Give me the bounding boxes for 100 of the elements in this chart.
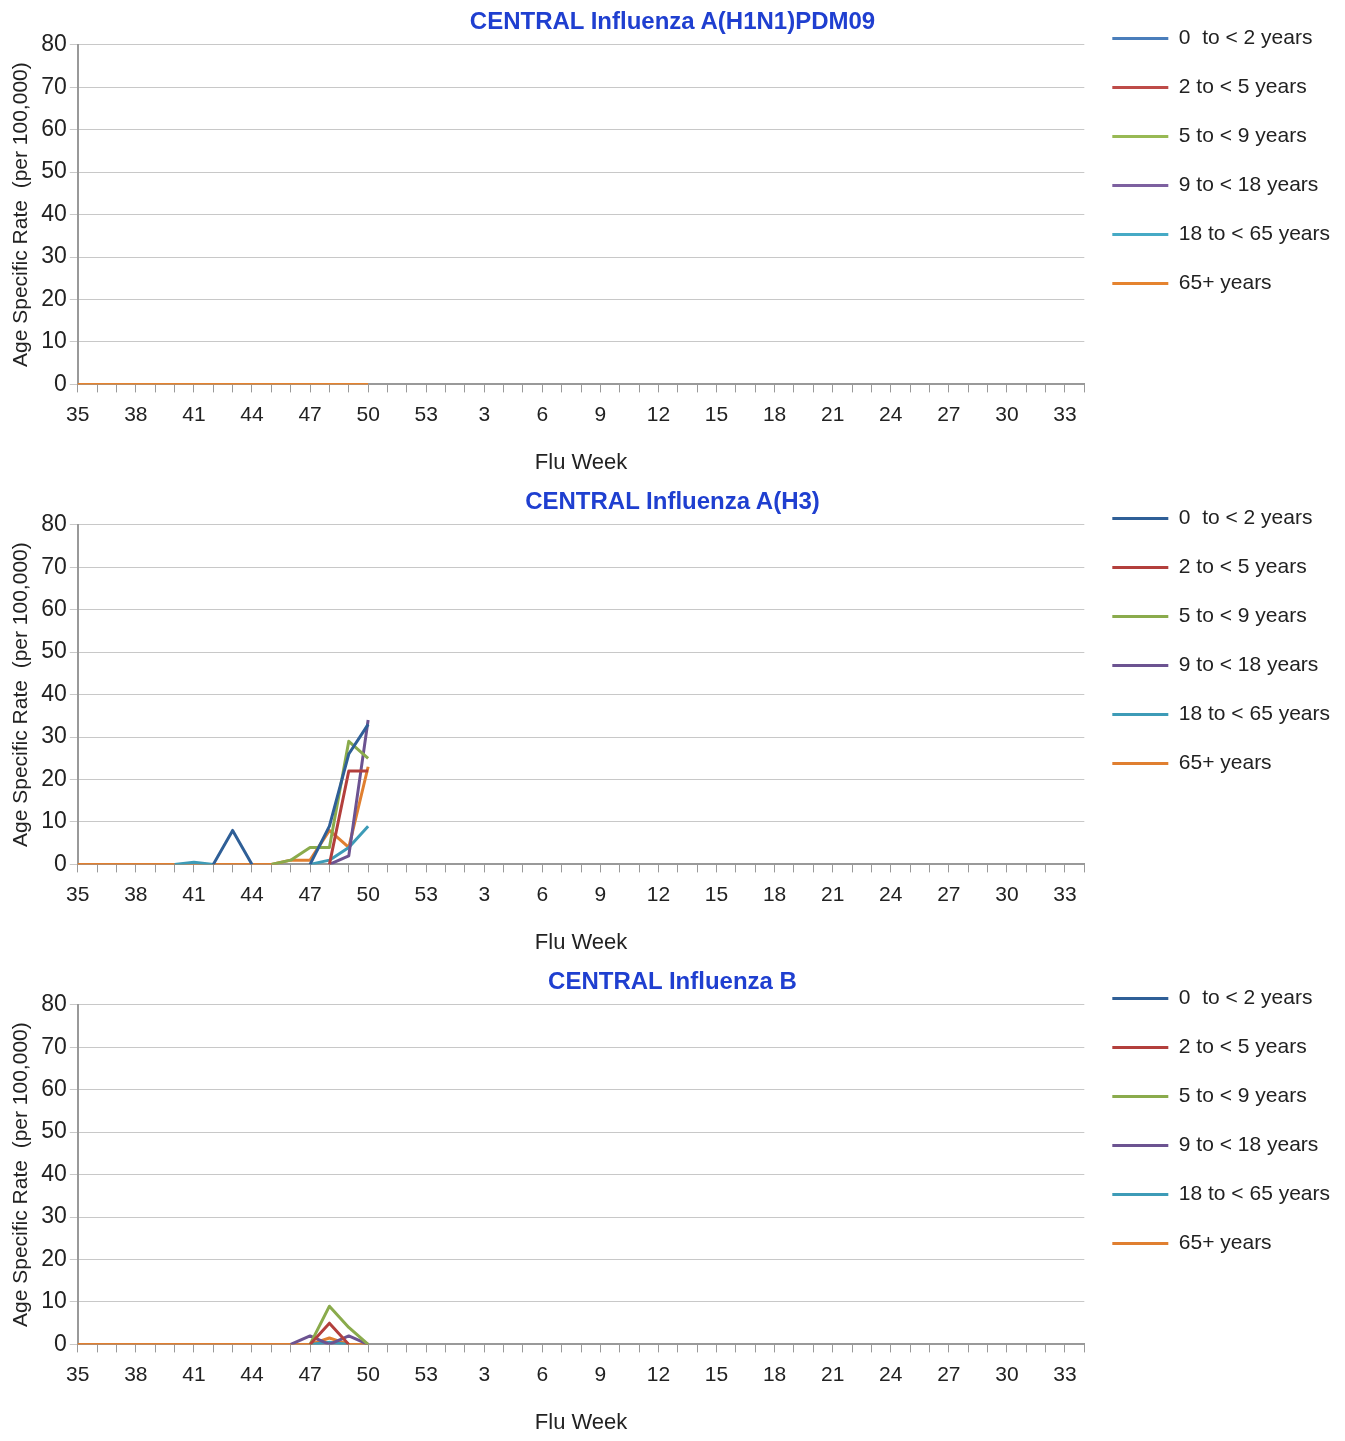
y-tick-label: 10 [41,1287,67,1314]
y-tick-label: 70 [41,1032,67,1059]
y-tick-label: 0 [53,849,67,876]
y-tick-label: 20 [41,764,67,791]
legend-label: 5 to < 9 years [1178,123,1307,147]
x-tick-label: 6 [536,881,549,905]
x-tick-label: 21 [821,881,845,905]
legend-label: 9 to < 18 years [1178,652,1319,676]
x-tick-label: 44 [240,401,264,425]
chart-title: CENTRAL Influenza B [548,967,797,995]
legend-label: 2 to < 5 years [1178,74,1307,98]
x-tick-label: 53 [414,1361,438,1385]
x-tick-label: 15 [704,1361,729,1385]
x-tick-label: 21 [821,401,845,425]
y-tick-label: 80 [41,510,67,537]
x-tick-label: 12 [646,401,671,425]
y-tick-label: 70 [41,72,67,99]
legend-label: 65+ years [1178,270,1272,294]
x-tick-label: 3 [478,1361,491,1385]
x-tick-label: 12 [646,881,671,905]
y-tick-label: 10 [41,807,67,834]
x-tick-label: 9 [594,401,607,425]
x-tick-label: 30 [995,881,1019,905]
x-tick-label: 53 [414,401,438,425]
legend-label: 0 to < 2 years [1178,25,1313,49]
x-tick-label: 41 [182,401,206,425]
y-tick-label: 60 [41,595,67,622]
x-tick-label: 9 [594,1361,607,1385]
y-tick-label: 10 [41,327,67,354]
x-tick-label: 30 [995,1361,1019,1385]
legend-label: 9 to < 18 years [1178,1132,1319,1156]
legend-label: 65+ years [1178,750,1272,774]
x-tick-label: 44 [240,881,264,905]
y-tick-label: 30 [41,242,67,269]
y-tick-label: 60 [41,115,67,142]
y-tick-label: 50 [41,1117,67,1144]
x-tick-label: 50 [356,1361,380,1385]
x-axis-title: Flu Week [534,448,629,474]
x-tick-label: 38 [124,401,148,425]
x-tick-label: 9 [594,881,607,905]
legend-label: 65+ years [1178,1230,1272,1254]
x-tick-label: 12 [646,1361,671,1385]
y-tick-label: 50 [41,637,67,664]
y-tick-label: 40 [41,679,67,706]
legend-label: 0 to < 2 years [1178,985,1313,1009]
y-tick-label: 30 [41,1202,67,1229]
x-tick-label: 15 [704,401,729,425]
x-tick-label: 33 [1053,1361,1077,1385]
x-tick-label: 3 [478,401,491,425]
legend-label: 2 to < 5 years [1178,1034,1307,1058]
x-tick-label: 24 [879,401,903,425]
x-tick-label: 47 [298,881,322,905]
legend-label: 0 to < 2 years [1178,505,1313,529]
x-tick-label: 38 [124,1361,148,1385]
x-tick-label: 24 [879,1361,903,1385]
x-tick-label: 47 [298,401,322,425]
y-axis-title: Age Specific Rate (per 100,000) [8,542,32,847]
x-tick-label: 50 [356,881,380,905]
y-tick-label: 20 [41,1244,67,1271]
y-tick-label: 80 [41,30,67,57]
legend-label: 9 to < 18 years [1178,172,1319,196]
y-tick-label: 40 [41,1159,67,1186]
x-tick-label: 38 [124,881,148,905]
x-tick-label: 41 [182,1361,206,1385]
y-tick-label: 70 [41,552,67,579]
legend-label: 5 to < 9 years [1178,1083,1307,1107]
x-tick-label: 30 [995,401,1019,425]
x-tick-label: 18 [762,1361,787,1385]
x-tick-label: 53 [414,881,438,905]
y-tick-label: 30 [41,722,67,749]
legend-label: 2 to < 5 years [1178,554,1307,578]
x-tick-label: 35 [66,401,90,425]
y-tick-label: 50 [41,157,67,184]
x-tick-label: 35 [66,1361,90,1385]
y-tick-label: 0 [53,369,67,396]
x-axis-title: Flu Week [534,1408,629,1434]
chart-title: CENTRAL Influenza A(H3) [525,487,820,515]
x-tick-label: 27 [937,1361,961,1385]
x-tick-label: 24 [879,881,903,905]
x-tick-label: 44 [240,1361,264,1385]
legend-label: 5 to < 9 years [1178,603,1307,627]
x-tick-label: 50 [356,401,380,425]
y-axis-title: Age Specific Rate (per 100,000) [8,1022,32,1327]
y-tick-label: 60 [41,1075,67,1102]
legend-label: 18 to < 65 years [1178,701,1330,725]
x-tick-label: 35 [66,881,90,905]
y-tick-label: 40 [41,199,67,226]
x-tick-label: 6 [536,1361,549,1385]
legend-label: 18 to < 65 years [1178,1181,1330,1205]
x-tick-label: 3 [478,881,491,905]
x-tick-label: 47 [298,1361,322,1385]
y-tick-label: 20 [41,284,67,311]
x-tick-label: 41 [182,881,206,905]
y-tick-label: 80 [41,990,67,1017]
x-tick-label: 15 [704,881,729,905]
x-tick-label: 33 [1053,401,1077,425]
x-tick-label: 18 [762,401,787,425]
x-tick-label: 18 [762,881,787,905]
chart-title: CENTRAL Influenza A(H1N1)PDM09 [469,7,876,35]
x-axis-title: Flu Week [534,928,629,954]
